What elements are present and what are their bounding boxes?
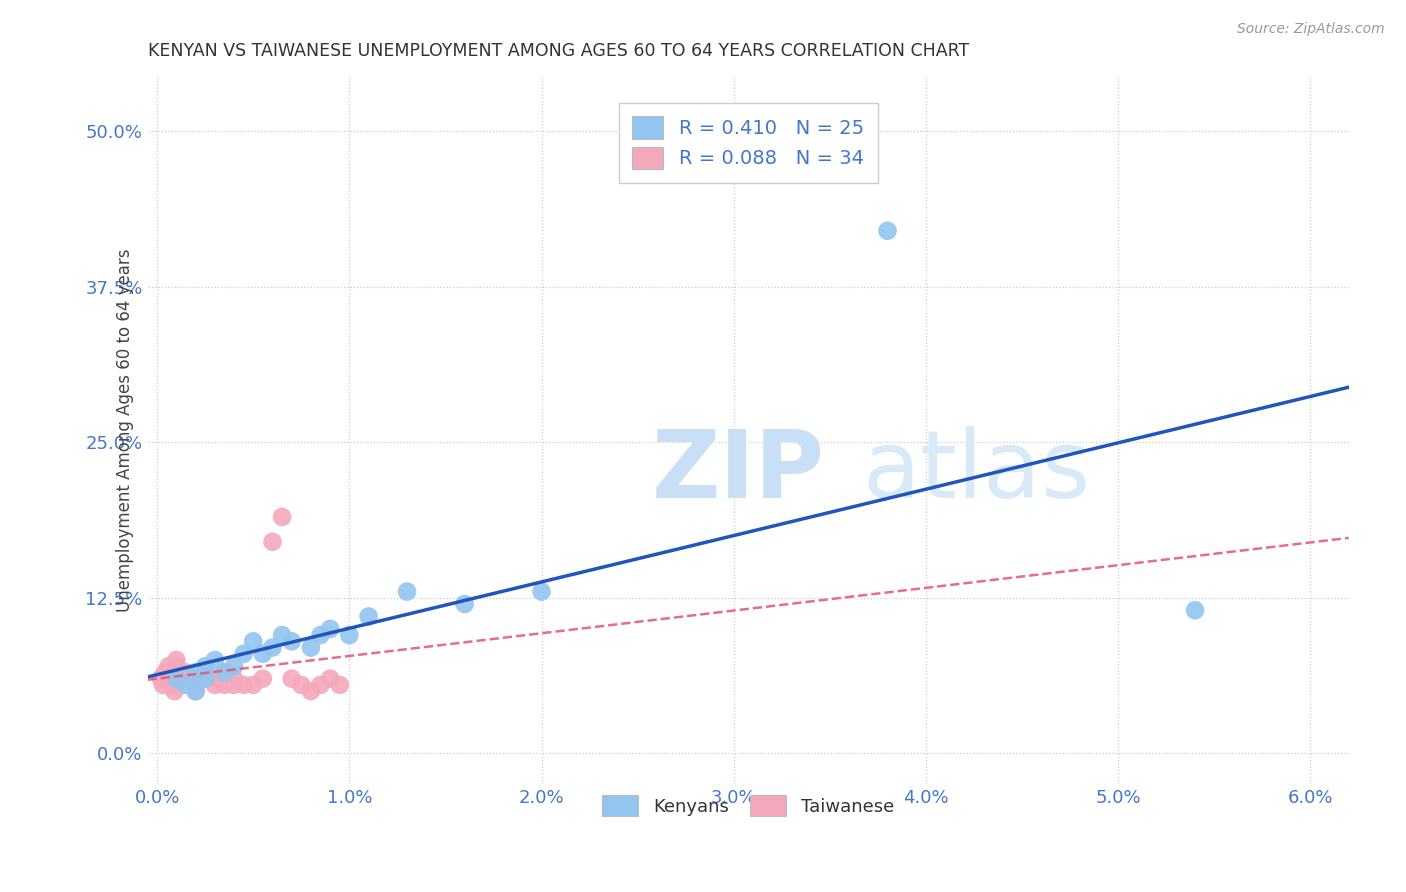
Point	[204, 678, 226, 692]
Point	[174, 672, 197, 686]
Point	[242, 634, 264, 648]
Point	[299, 640, 322, 655]
Point	[174, 665, 197, 680]
Point	[252, 647, 274, 661]
Point	[214, 665, 236, 680]
Point	[150, 672, 173, 686]
Point	[165, 659, 187, 673]
Point	[232, 647, 254, 661]
Text: Source: ZipAtlas.com: Source: ZipAtlas.com	[1237, 22, 1385, 37]
Point	[309, 628, 332, 642]
Point	[232, 678, 254, 692]
Point	[271, 628, 294, 642]
Point	[184, 684, 207, 698]
Point	[453, 597, 475, 611]
Point	[153, 665, 176, 680]
Point	[319, 622, 342, 636]
Point	[194, 672, 217, 686]
Point	[156, 672, 179, 686]
Point	[194, 659, 217, 673]
Point	[299, 684, 322, 698]
Point	[242, 678, 264, 692]
Point	[184, 678, 207, 692]
Point	[222, 678, 245, 692]
Text: KENYAN VS TAIWANESE UNEMPLOYMENT AMONG AGES 60 TO 64 YEARS CORRELATION CHART: KENYAN VS TAIWANESE UNEMPLOYMENT AMONG A…	[148, 42, 969, 60]
Point	[222, 659, 245, 673]
Point	[222, 672, 245, 686]
Point	[194, 672, 217, 686]
Point	[262, 640, 284, 655]
Point	[357, 609, 380, 624]
Point	[271, 510, 294, 524]
Point	[204, 653, 226, 667]
Point	[337, 628, 360, 642]
Point	[280, 672, 302, 686]
Legend: Kenyans, Taiwanese: Kenyans, Taiwanese	[593, 786, 903, 825]
Point	[309, 678, 332, 692]
Point	[395, 584, 418, 599]
Point	[165, 653, 187, 667]
Point	[204, 672, 226, 686]
Point	[214, 665, 236, 680]
Text: ZIP: ZIP	[652, 426, 825, 518]
Point	[1184, 603, 1206, 617]
Point	[214, 678, 236, 692]
Point	[876, 224, 898, 238]
Point	[184, 684, 207, 698]
Point	[174, 678, 197, 692]
Point	[329, 678, 352, 692]
Point	[152, 678, 174, 692]
Y-axis label: Unemployment Among Ages 60 to 64 years: Unemployment Among Ages 60 to 64 years	[115, 248, 134, 612]
Point	[290, 678, 312, 692]
Point	[163, 684, 186, 698]
Point	[162, 678, 184, 692]
Point	[530, 584, 553, 599]
Point	[252, 672, 274, 686]
Text: atlas: atlas	[862, 426, 1091, 518]
Point	[159, 672, 181, 686]
Point	[194, 665, 217, 680]
Point	[319, 672, 342, 686]
Point	[262, 534, 284, 549]
Point	[280, 634, 302, 648]
Point	[165, 665, 187, 680]
Point	[184, 665, 207, 680]
Point	[157, 659, 180, 673]
Point	[165, 672, 187, 686]
